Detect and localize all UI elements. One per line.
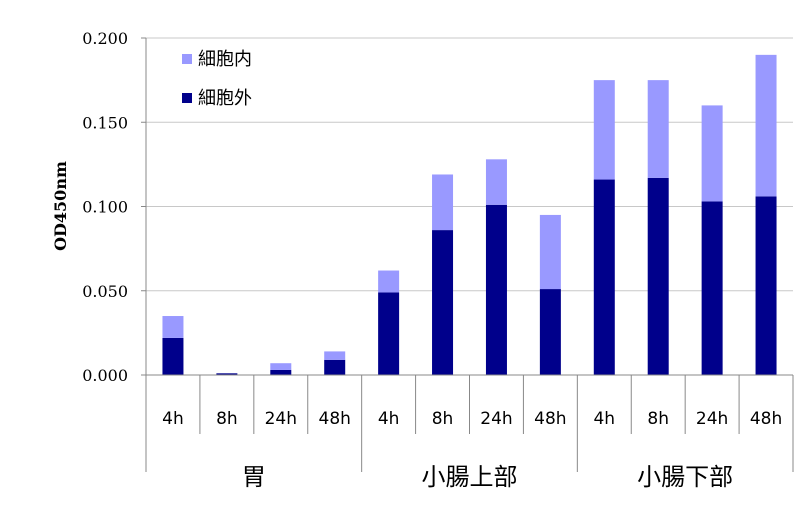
category-label: 8h: [432, 409, 454, 429]
bar-segment: [755, 54, 777, 197]
axes: [141, 37, 794, 472]
bar-segment: [324, 351, 346, 360]
bar-segment: [162, 316, 184, 338]
bar-segment: [485, 204, 507, 375]
legend-swatch: [182, 54, 192, 64]
bar-segment: [647, 80, 669, 178]
y-tick-label: 0.150: [82, 113, 128, 132]
bar-segment: [432, 230, 454, 375]
bar-segment: [216, 373, 238, 375]
y-tick-label: 0.200: [82, 29, 128, 48]
group-label: 胃: [242, 463, 266, 491]
bar-segment: [378, 270, 400, 293]
y-tick-labels: 0.000 0.050 0.100 0.150 0.200: [82, 29, 128, 385]
bar-segment: [593, 80, 615, 180]
category-label: 4h: [162, 409, 184, 429]
category-label: 4h: [593, 409, 615, 429]
bar-segment: [324, 359, 346, 375]
bar-segment: [270, 369, 292, 375]
category-label: 48h: [750, 409, 782, 429]
bar-segment: [647, 177, 669, 375]
bar-segment: [432, 174, 454, 231]
category-labels: 4h 8h 24h 48h 4h 8h 24h 48h 4h 8h 24h 48h: [162, 409, 782, 429]
bar-segment: [539, 289, 561, 375]
group-label: 小腸下部: [637, 463, 733, 491]
bar-segment: [701, 201, 723, 375]
bar-segment: [701, 105, 723, 202]
group-labels: 胃 小腸上部 小腸下部: [242, 463, 733, 491]
bar-segment: [378, 292, 400, 375]
category-label: 24h: [696, 409, 728, 429]
legend-label: 細胞内: [198, 49, 252, 70]
bar-segment: [539, 214, 561, 290]
bar-segment: [593, 179, 615, 375]
bar-segment: [270, 363, 292, 370]
category-label: 48h: [319, 409, 351, 429]
category-label: 48h: [534, 409, 566, 429]
bars: [162, 54, 777, 375]
group-label: 小腸上部: [422, 463, 518, 491]
category-label: 24h: [265, 409, 297, 429]
y-axis-label: OD450nm: [51, 161, 70, 251]
bar-segment: [485, 159, 507, 205]
gridlines: [146, 37, 793, 292]
category-label: 8h: [216, 409, 238, 429]
legend-swatch: [182, 93, 192, 103]
y-tick-label: 0.050: [82, 282, 128, 301]
y-tick-label: 0.000: [82, 366, 128, 385]
category-label: 4h: [378, 409, 400, 429]
bar-segment: [162, 337, 184, 375]
y-tick-label: 0.100: [82, 198, 128, 217]
category-label: 8h: [647, 409, 669, 429]
bar-segment: [755, 196, 777, 375]
legend-label: 細胞外: [198, 88, 252, 109]
category-label: 24h: [480, 409, 512, 429]
